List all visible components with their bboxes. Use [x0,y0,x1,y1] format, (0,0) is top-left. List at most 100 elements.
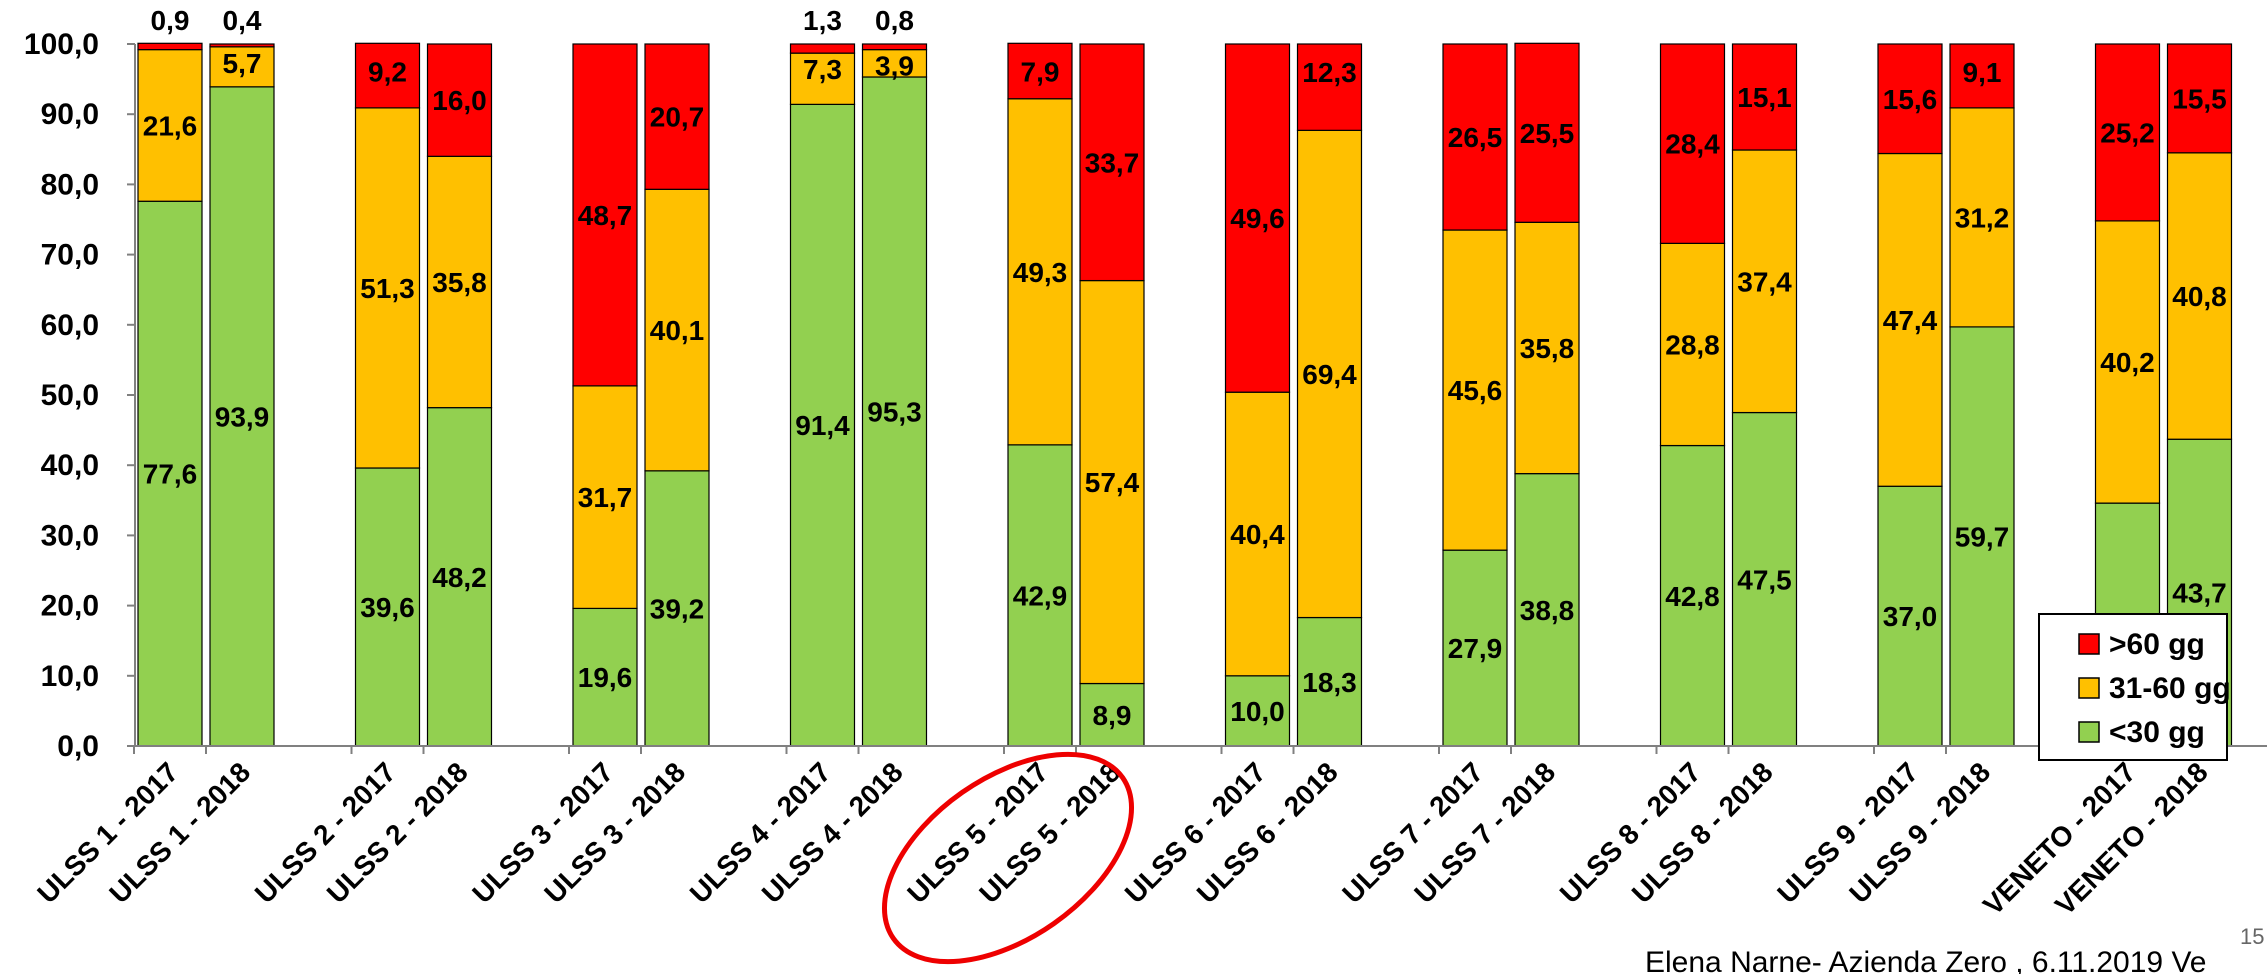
bar-segment [1296,43,1363,131]
data-label: 31,2 [1955,202,2010,233]
data-label: 7,3 [803,54,842,85]
data-label: 7,9 [1021,56,1060,87]
bar-segment [1514,221,1580,475]
y-tick-label: 50,0 [41,379,99,412]
y-tick-label: 10,0 [41,660,99,693]
bar-segment [572,43,638,387]
data-label: 0,4 [223,5,262,36]
bar-segment [1224,391,1291,677]
ulss5-highlight-ellipse [881,751,1135,965]
legend-label: >60 gg [2109,628,2205,661]
legend-swatch [2078,633,2100,655]
bar-segment [1079,43,1145,282]
data-label: 45,6 [1448,375,1503,406]
bar-segment [1224,675,1291,747]
data-label: 1,3 [803,5,842,36]
data-label: 3,9 [875,51,914,82]
data-label: 12,3 [1302,57,1357,88]
data-label: 28,8 [1665,329,1720,360]
y-tick-label: 30,0 [41,519,99,552]
data-label: 9,1 [1963,57,2002,88]
data-label: 15,6 [1883,84,1938,115]
bar-segment [209,43,275,48]
bar-segment [137,42,203,51]
data-label: 57,4 [1085,467,1140,498]
data-label: 31,7 [578,482,633,513]
bar-segment [644,188,710,472]
bar-segment [2094,220,2161,504]
bar-segment [1731,411,1798,747]
legend-label: 31-60 gg [2109,672,2231,705]
data-label: 77,6 [143,459,198,490]
data-label: 9,2 [368,56,407,87]
data-label: 8,9 [1093,700,1132,731]
data-label: 35,8 [1520,333,1575,364]
bar-segment [789,43,856,54]
data-label: 16,0 [432,85,487,116]
bar-segment [1514,473,1580,747]
data-label: 40,2 [2100,347,2155,378]
footer-credit: Elena Narne- Azienda Zero , 6.11.2019 Ve [1645,946,2207,974]
y-tick-label: 60,0 [41,309,99,342]
y-tick-label: 80,0 [41,168,99,201]
bar-segment [1514,42,1580,223]
data-label: 51,3 [360,273,415,304]
data-label: 40,4 [1230,519,1285,550]
bar-segment [789,103,856,747]
y-tick-label: 100,0 [24,28,99,61]
bar-segment [789,52,856,105]
bar-segment [2166,152,2233,440]
bar-segment [1949,43,2015,109]
data-label: 38,8 [1520,595,1575,626]
bar-segment [426,43,493,157]
bar-segment [1442,43,1508,231]
bar-segment [572,385,638,610]
data-label: 42,8 [1665,581,1720,612]
bar-segment [2166,43,2233,154]
bar-segment [354,107,421,469]
bar-segment [572,607,638,747]
bar-segment [1877,485,1943,747]
legend-swatch [2078,721,2100,743]
data-label: 21,6 [143,110,198,141]
bar-segment [1877,43,1943,155]
data-label: 40,1 [650,315,705,346]
bar-segment [861,76,928,747]
bar-segment [1442,229,1508,551]
y-tick-label: 0,0 [57,730,99,763]
bar-segment [644,470,710,747]
data-label: 37,0 [1883,601,1938,632]
data-label: 5,7 [223,48,262,79]
bars-group: 77,6 21,6 0,9 93,9 5,7 0,4 39,6 51,3 9,2 48,2 35,8… [137,5,2233,747]
data-label: 40,8 [2172,281,2227,312]
bar-segment [644,43,710,190]
bar-segment [1659,242,1726,447]
bar-segment [1949,326,2015,747]
data-label: 69,4 [1302,359,1357,390]
data-label: 27,9 [1448,633,1503,664]
data-label: 19,6 [578,662,633,693]
data-label: 47,5 [1737,564,1792,595]
y-tick-label: 70,0 [41,239,99,272]
data-label: 39,6 [360,592,415,623]
bar-segment [426,407,493,747]
data-label: 25,2 [2100,117,2155,148]
data-label: 26,5 [1448,122,1503,153]
bar-segment [137,200,203,747]
bar-segment [1079,279,1145,685]
data-label: 20,7 [650,102,705,133]
data-label: 15,5 [2172,83,2227,114]
data-label: 47,4 [1883,305,1938,336]
bar-segment [1731,43,1798,151]
data-label: 15,1 [1737,82,1792,113]
data-label: 91,4 [795,410,850,441]
data-label: 28,4 [1665,129,1720,160]
data-label: 0,9 [151,5,190,36]
data-label: 93,9 [215,401,270,432]
bar-segment [1079,682,1145,747]
data-label: 10,0 [1230,696,1285,727]
data-label: 59,7 [1955,521,2010,552]
legend-box [2038,613,2228,761]
